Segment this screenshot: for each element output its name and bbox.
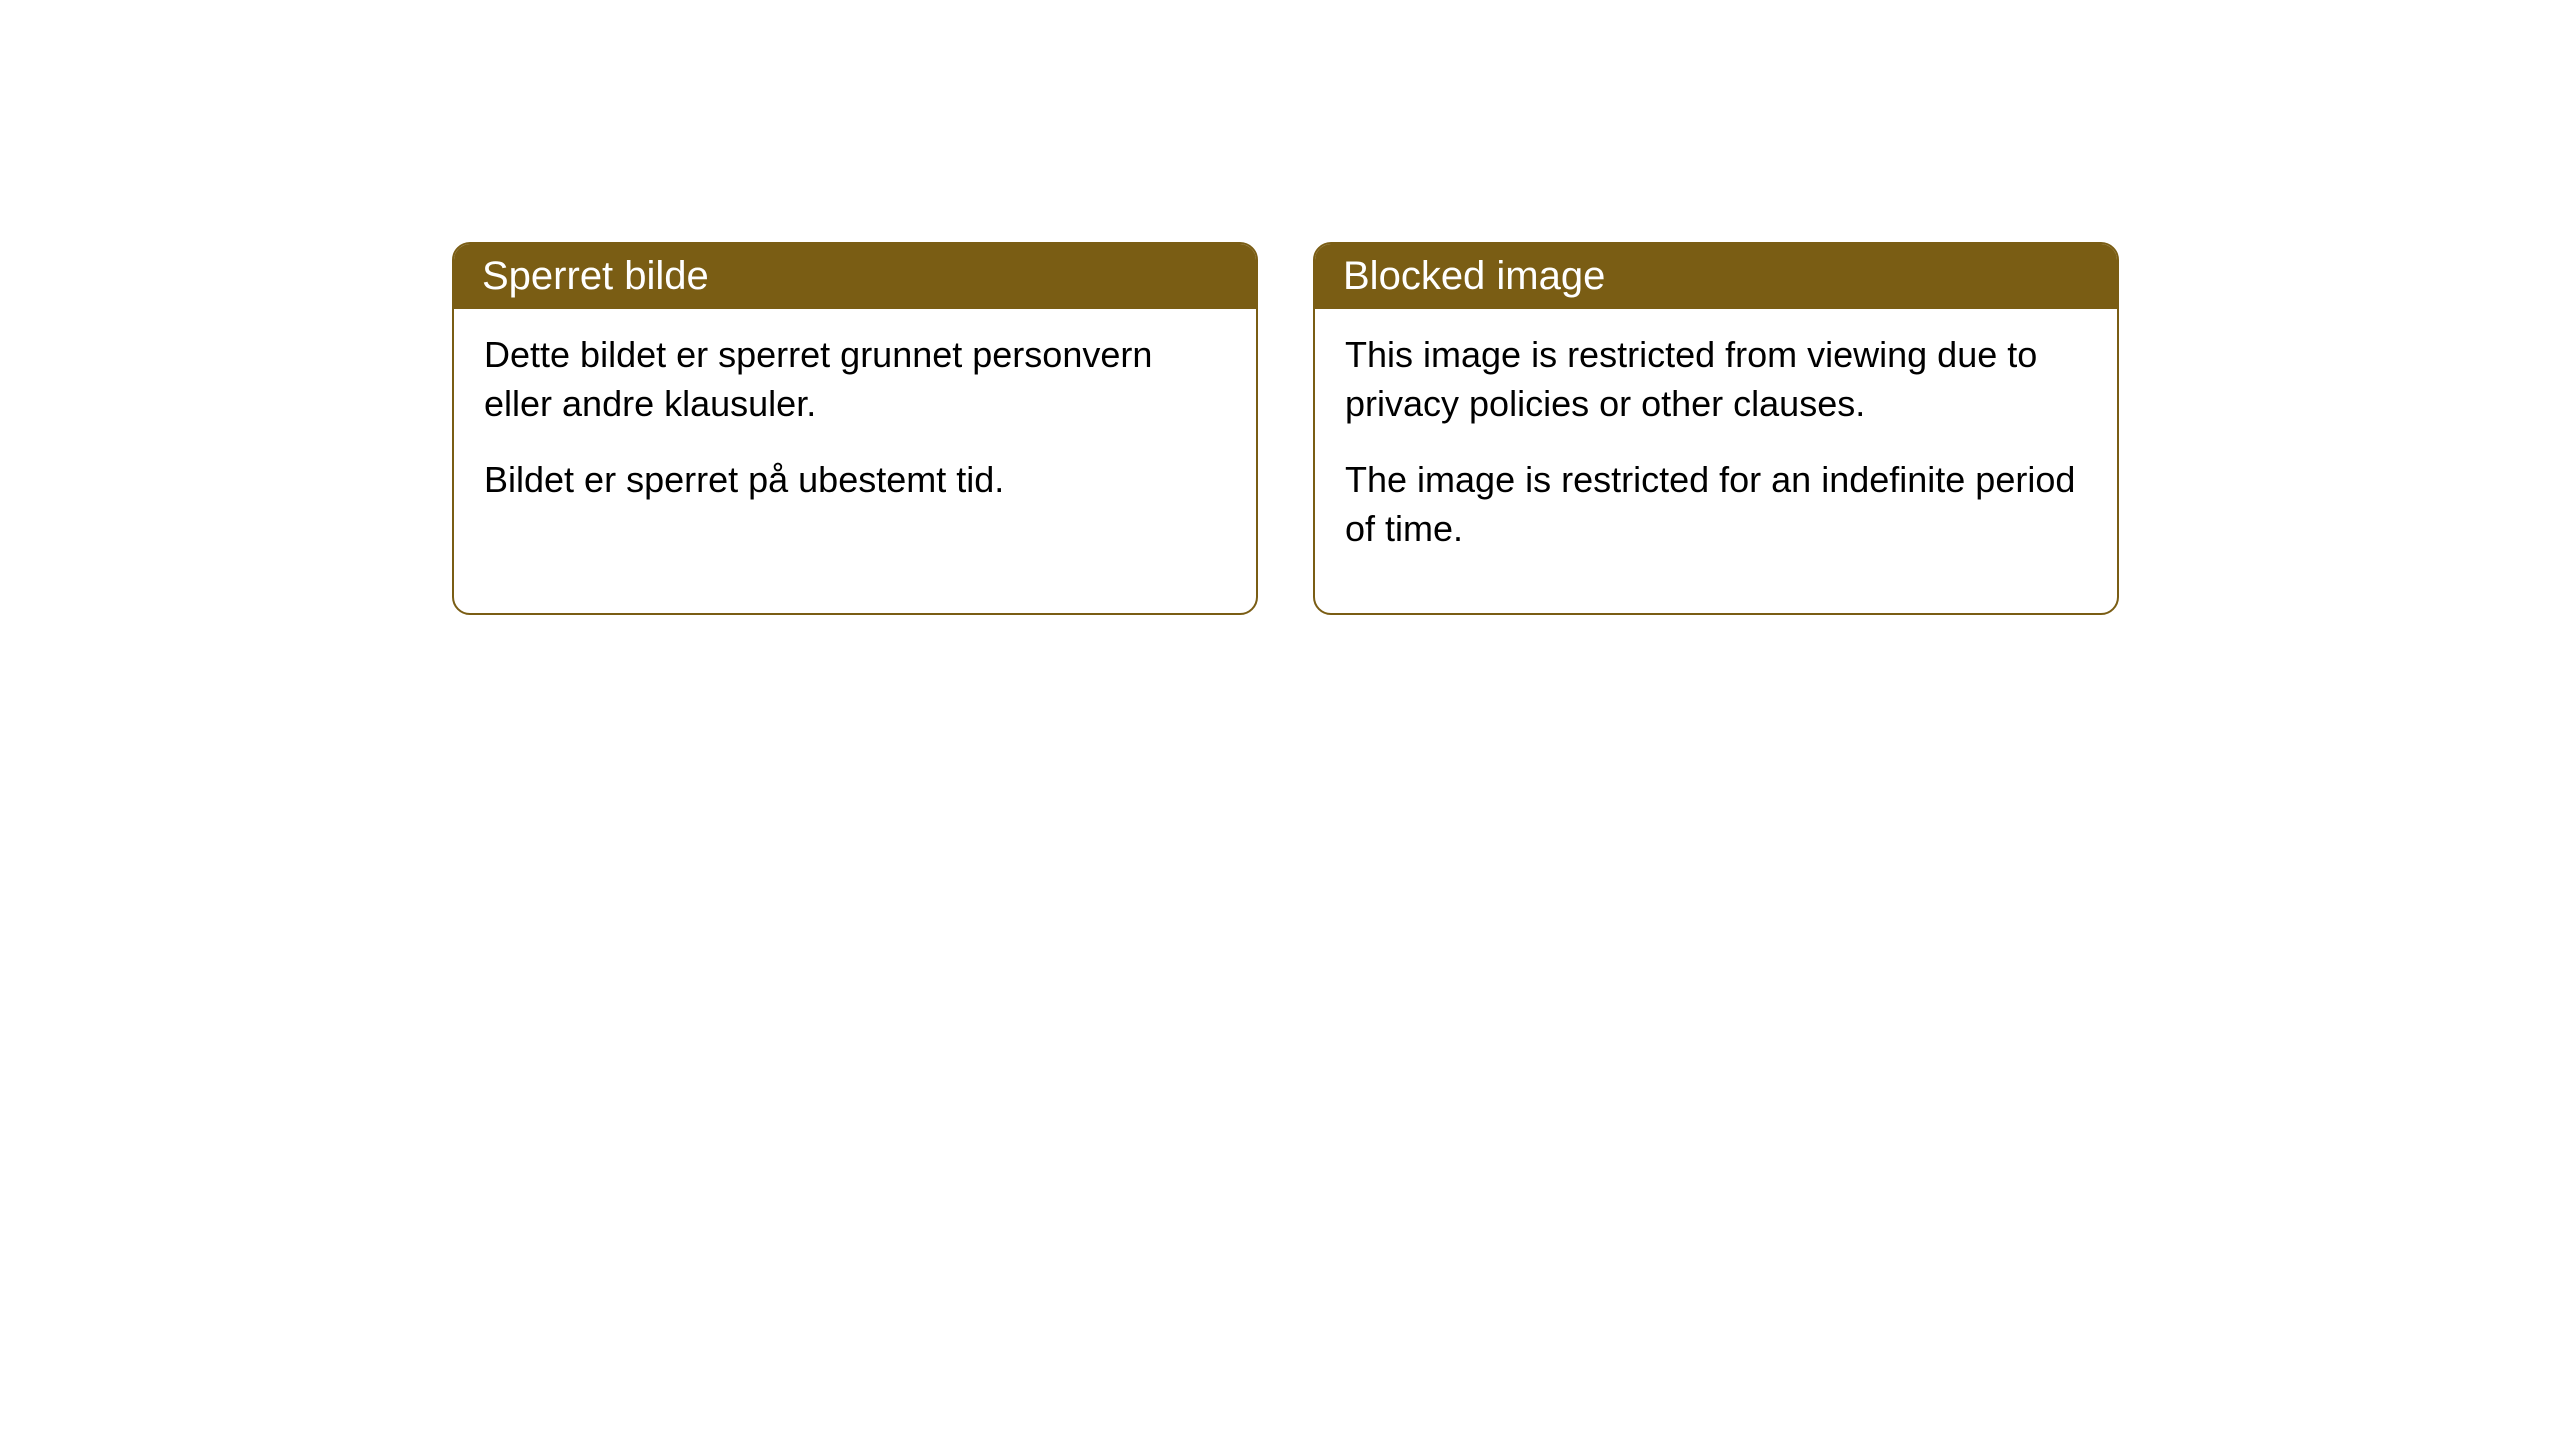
- blocked-image-card-en: Blocked image This image is restricted f…: [1313, 242, 2119, 615]
- blocked-image-card-no: Sperret bilde Dette bildet er sperret gr…: [452, 242, 1258, 615]
- card-text-en-1: This image is restricted from viewing du…: [1345, 331, 2087, 428]
- info-cards-container: Sperret bilde Dette bildet er sperret gr…: [452, 242, 2119, 615]
- card-text-no-2: Bildet er sperret på ubestemt tid.: [484, 456, 1226, 505]
- card-text-en-2: The image is restricted for an indefinit…: [1345, 456, 2087, 553]
- card-header-no: Sperret bilde: [454, 244, 1256, 309]
- card-body-en: This image is restricted from viewing du…: [1315, 309, 2117, 613]
- card-body-no: Dette bildet er sperret grunnet personve…: [454, 309, 1256, 565]
- card-text-no-1: Dette bildet er sperret grunnet personve…: [484, 331, 1226, 428]
- card-header-en: Blocked image: [1315, 244, 2117, 309]
